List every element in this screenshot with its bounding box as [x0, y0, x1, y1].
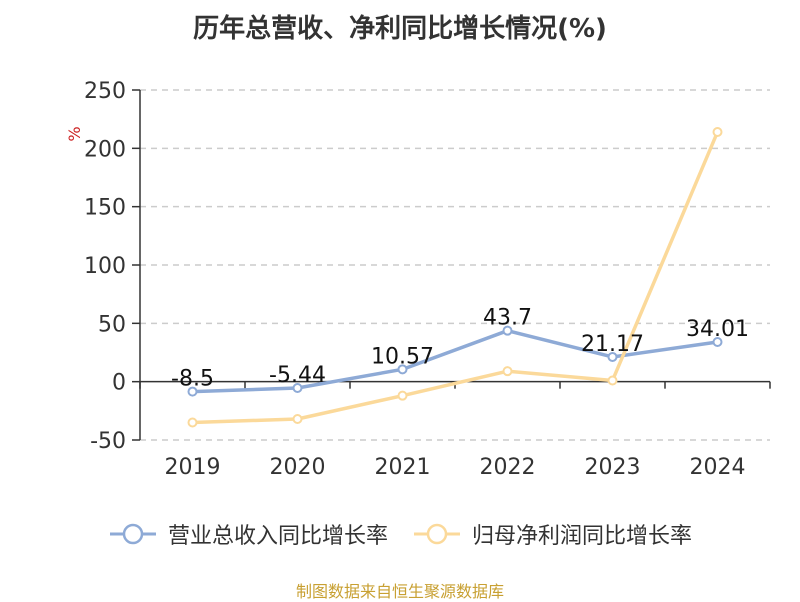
chart-title: 历年总营收、净利同比增长情况(%) — [193, 14, 607, 44]
data-point-0-5 — [712, 336, 723, 347]
data-label: 34.01 — [686, 317, 749, 342]
axis-layer: 250 200 150 100 50 0 -50 2019 2020 2021 2022 2023 20… — [65, 79, 771, 480]
data-point-1-2 — [397, 390, 408, 401]
series-line-0 — [192, 328, 718, 394]
data-point-1-3 — [502, 366, 513, 377]
data-label: 10.57 — [371, 344, 434, 369]
y-tick-label: 100 — [84, 254, 126, 279]
y-tick-label: 50 — [98, 312, 126, 337]
legend-item-net-profit[interactable]: 归母净利润同比增长率 — [412, 518, 692, 550]
legend-marker-net-profit-icon — [414, 523, 460, 545]
legend-label-net-profit: 归母净利润同比增长率 — [472, 524, 693, 549]
y-axis-unit-label: % — [65, 126, 84, 141]
series-line-1 — [192, 131, 720, 425]
data-label-layer: -8.5 -5.44 10.57 43.7 21.17 34.01 — [171, 306, 749, 392]
y-tick-label: 200 — [84, 137, 126, 162]
data-label: -8.5 — [171, 367, 214, 392]
data-point-1-5 — [712, 127, 723, 137]
series-layer — [187, 127, 723, 428]
data-point-1-0 — [187, 417, 198, 428]
data-label: -5.44 — [269, 363, 326, 388]
y-tick-label: 0 — [112, 371, 126, 396]
x-tick-label: 2022 — [480, 455, 536, 480]
legend-marker-revenue-icon — [109, 523, 156, 545]
legend: 营业总收入同比增长率 归母净利润同比增长率 — [0, 518, 800, 550]
x-tick-label: 2021 — [375, 455, 431, 480]
data-point-0-2 — [397, 364, 408, 375]
data-label: 43.7 — [483, 306, 532, 331]
x-tick-label: 2019 — [165, 455, 221, 480]
data-point-0-0 — [187, 386, 198, 397]
x-tick-label: 2023 — [585, 455, 641, 480]
y-tick-label: 250 — [84, 79, 126, 104]
data-point-0-4 — [607, 351, 618, 362]
grid-layer — [140, 89, 770, 441]
data-point-1-1 — [292, 414, 303, 424]
data-point-0-1 — [292, 383, 303, 394]
y-tick-label: 150 — [84, 196, 126, 221]
data-label: 21.17 — [581, 332, 644, 357]
data-point-1-4 — [607, 375, 618, 386]
x-tick-label: 2020 — [270, 455, 326, 480]
legend-label-revenue: 营业总收入同比增长率 — [167, 524, 388, 549]
legend-item-revenue[interactable]: 营业总收入同比增长率 — [108, 518, 388, 550]
y-tick-label: -50 — [90, 429, 126, 454]
x-tick-label: 2024 — [690, 455, 746, 480]
data-source-note: 制图数据来自恒生聚源数据库 — [295, 582, 504, 601]
data-point-0-3 — [502, 325, 513, 336]
